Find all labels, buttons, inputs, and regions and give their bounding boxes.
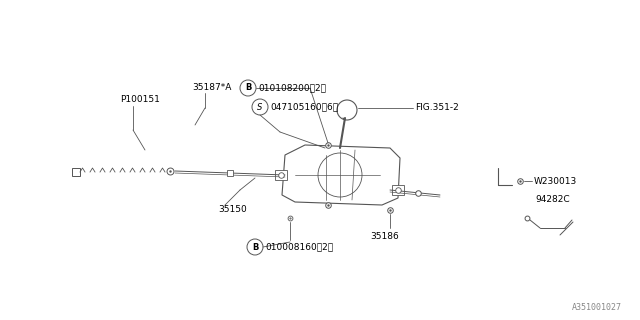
Text: 94282C: 94282C — [535, 196, 570, 204]
Text: FIG.351-2: FIG.351-2 — [415, 103, 459, 113]
Bar — [72, 168, 80, 176]
Text: 010008160（2）: 010008160（2） — [265, 243, 333, 252]
Text: B: B — [245, 84, 251, 92]
Text: 35150: 35150 — [218, 205, 247, 214]
Text: S: S — [257, 102, 262, 111]
Text: W230013: W230013 — [534, 177, 577, 186]
Text: 35186: 35186 — [371, 232, 399, 241]
Text: P100151: P100151 — [120, 95, 160, 105]
Text: 35187*A: 35187*A — [192, 83, 232, 92]
Text: 047105160（6）: 047105160（6） — [270, 102, 338, 111]
Bar — [392, 185, 404, 195]
Text: B: B — [252, 243, 258, 252]
Bar — [275, 170, 287, 180]
Text: A351001027: A351001027 — [572, 303, 622, 312]
Text: 010108200（2）: 010108200（2） — [258, 84, 326, 92]
